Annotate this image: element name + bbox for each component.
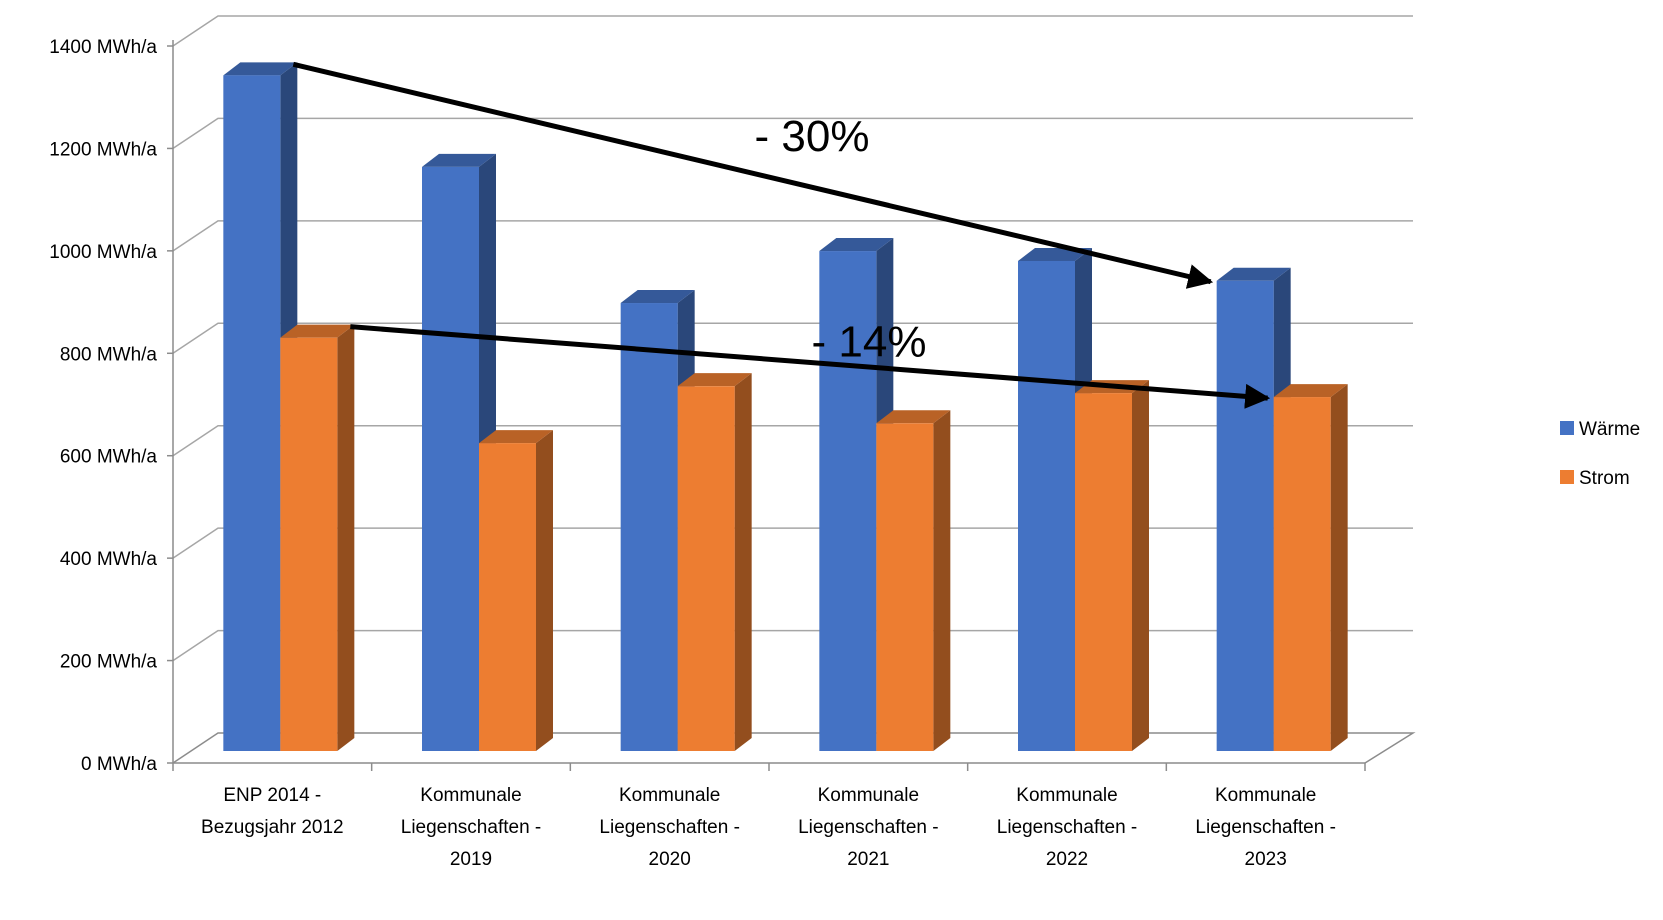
x-category-label-line: 2020 — [649, 849, 691, 870]
x-category-label: Kommunale Liegenschaften - 2021 — [798, 785, 939, 870]
y-tick-label: 0 MWh/a — [81, 754, 157, 775]
x-category-label-line: Kommunale — [619, 785, 720, 806]
bar-strom-3 — [876, 410, 951, 751]
x-category-label-line: 2023 — [1245, 849, 1287, 870]
y-axis-ticks: 0 MWh/a 200 MWh/a 400 MWh/a 600 MWh/a 800 MW… — [49, 37, 157, 775]
x-category-label-line: Bezugsjahr 2012 — [201, 817, 344, 838]
bar-top-face — [280, 324, 355, 338]
gridline — [172, 220, 1413, 252]
bar-strom-1 — [479, 430, 553, 751]
bar-front-face — [1216, 280, 1274, 751]
legend-label: Wärme — [1579, 419, 1640, 440]
bar-front-face — [620, 303, 678, 751]
bar-side-face — [1132, 380, 1149, 751]
legend-item-wärme: Wärme — [1560, 419, 1640, 440]
gridline — [172, 117, 1413, 150]
x-category-label-line: ENP 2014 - — [223, 785, 321, 806]
annotation-arrow-strom: - 14% — [350, 317, 1271, 409]
x-axis-categories: ENP 2014 - Bezugsjahr 2012 Kommunale Liegen… — [201, 785, 1336, 870]
annotations: - 30% - 14% — [292, 61, 1271, 409]
bar-side-face — [536, 430, 553, 751]
legend-swatch — [1560, 421, 1574, 435]
legend: Wärme Strom — [1560, 419, 1640, 489]
bar-top-face — [1216, 267, 1291, 281]
bar-top-face — [422, 153, 496, 167]
x-category-label: Kommunale Liegenschaften - 2019 — [401, 785, 542, 870]
gridline — [172, 15, 1413, 47]
x-category-label-line: Liegenschaften - — [1195, 817, 1336, 838]
axes — [167, 40, 1416, 771]
gridlines — [172, 15, 1413, 662]
legend-label: Strom — [1579, 468, 1630, 489]
bar-front-face — [223, 75, 281, 751]
bar-strom-2 — [677, 373, 752, 751]
gridline — [172, 629, 1413, 662]
bar-strom-0 — [280, 324, 355, 751]
bar-strom-5 — [1273, 384, 1348, 751]
legend-swatch — [1560, 470, 1574, 484]
y-tick-label: 1200 MWh/a — [49, 139, 157, 160]
x-category-label-line: Liegenschaften - — [798, 817, 939, 838]
bar-wärme-1 — [422, 153, 496, 751]
x-category-label-line: Kommunale — [420, 785, 521, 806]
bar-side-face — [1330, 384, 1348, 751]
bar-top-face — [876, 410, 951, 424]
x-category-label-line: Liegenschaften - — [997, 817, 1138, 838]
bars — [223, 62, 1348, 752]
y-tick-label: 200 MWh/a — [60, 652, 158, 673]
bar-top-face — [620, 290, 695, 304]
bar-front-face — [479, 443, 536, 751]
arrow-line — [350, 324, 1271, 409]
bar-front-face — [819, 251, 877, 752]
gridline — [172, 424, 1413, 457]
annotation-label: - 14% — [812, 317, 927, 366]
y-tick-label: 1000 MWh/a — [49, 242, 157, 263]
bar-front-face — [876, 423, 934, 751]
bar-front-face — [1273, 397, 1331, 751]
bar-top-face — [819, 238, 894, 252]
annotation-arrow-wärme: - 30% — [292, 61, 1214, 289]
bar-side-face — [734, 373, 752, 751]
y-tick-label: 800 MWh/a — [60, 344, 158, 365]
bar-top-face — [1273, 384, 1348, 398]
gridline — [172, 527, 1413, 559]
x-category-label: Kommunale Liegenschaften - 2023 — [1195, 785, 1336, 870]
arrow-line — [292, 61, 1214, 289]
annotation-label: - 30% — [755, 112, 870, 161]
bar-top-face — [677, 373, 752, 387]
x-category-label-line: Liegenschaften - — [599, 817, 740, 838]
bar-front-face — [1018, 260, 1075, 751]
x-category-label: Kommunale Liegenschaften - 2022 — [997, 785, 1138, 870]
legend-item-strom: Strom — [1560, 468, 1630, 489]
bar-top-face — [479, 430, 553, 444]
y-tick-label: 400 MWh/a — [60, 549, 158, 570]
x-category-label-line: 2022 — [1046, 849, 1088, 870]
y-tick-label: 1400 MWh/a — [49, 37, 157, 58]
bar-top-face — [223, 62, 298, 76]
bar-strom-4 — [1075, 380, 1149, 751]
bar-front-face — [280, 337, 338, 751]
x-category-label: Kommunale Liegenschaften - 2020 — [599, 785, 740, 870]
x-category-label-line: Liegenschaften - — [401, 817, 542, 838]
bar-front-face — [422, 166, 479, 751]
x-category-label-line: 2019 — [450, 849, 492, 870]
bar-side-face — [337, 324, 355, 751]
floor-outline — [172, 732, 1416, 764]
x-category-label: ENP 2014 - Bezugsjahr 2012 — [201, 785, 344, 838]
bar-side-face — [933, 410, 951, 751]
x-category-label-line: Kommunale — [1016, 785, 1117, 806]
x-category-label-line: Kommunale — [818, 785, 919, 806]
x-category-label-line: Kommunale — [1215, 785, 1316, 806]
bar-front-face — [677, 386, 735, 751]
y-tick-label: 600 MWh/a — [60, 447, 158, 468]
gridline — [172, 322, 1413, 354]
bar-front-face — [1075, 393, 1132, 751]
x-category-label-line: 2021 — [847, 849, 889, 870]
